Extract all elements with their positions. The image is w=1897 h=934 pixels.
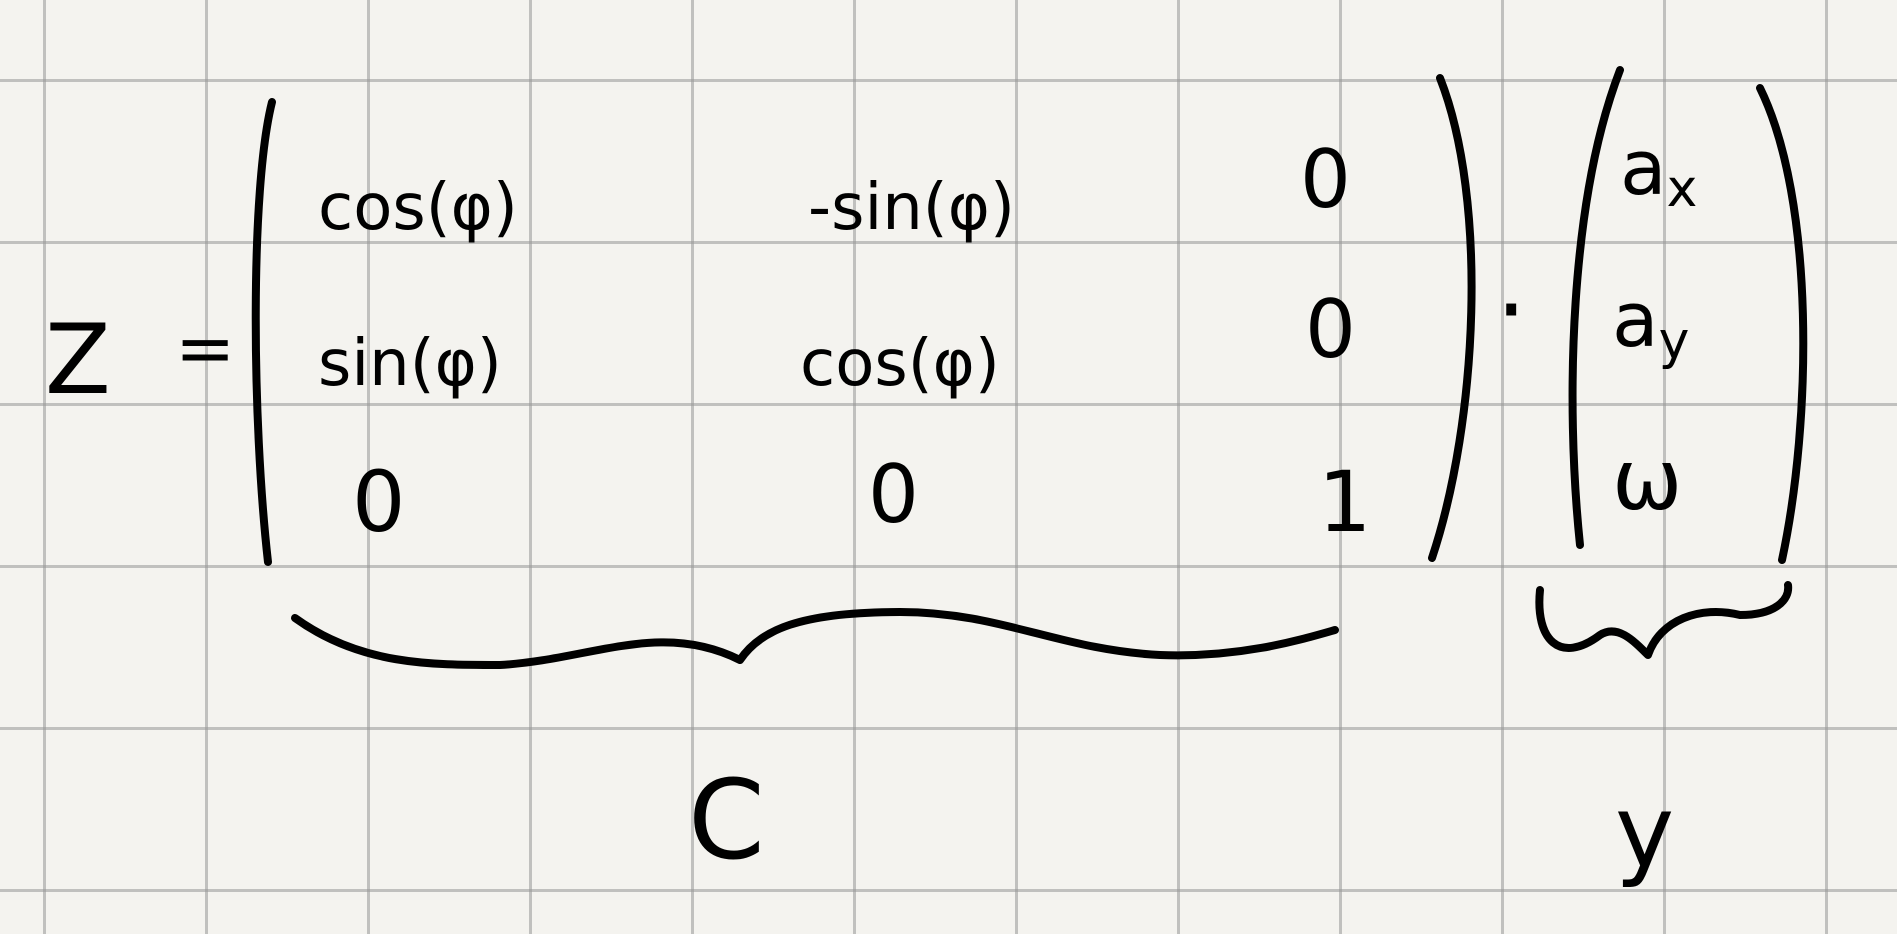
vector-entry-1: ax <box>1620 130 1697 216</box>
vector-left-bracket <box>1568 66 1624 549</box>
matrix-cell-r2c2: cos(φ) <box>800 327 1000 401</box>
matrix-right-bracket <box>1428 74 1476 562</box>
matrix-cell-r2c1: sin(φ) <box>318 327 502 401</box>
vector-entry-2-sub: y <box>1658 311 1690 371</box>
multiplication-dot: · <box>1496 254 1527 366</box>
vector-entry-2-base: a <box>1612 275 1659 364</box>
brace-under-c <box>291 608 1339 669</box>
vector-entry-1-base: a <box>1620 123 1667 212</box>
brace-under-y <box>1535 581 1793 659</box>
matrix-cell-r3c1: 0 <box>352 453 406 551</box>
matrix-cell-r3c3: 1 <box>1318 453 1372 551</box>
brace-label-y: y <box>1615 773 1675 890</box>
vector-entry-1-sub: x <box>1666 159 1698 219</box>
matrix-left-bracket <box>251 98 276 566</box>
matrix-cell-r3c2: 0 <box>868 448 919 541</box>
brace-label-c: C <box>688 756 765 884</box>
lhs-variable: Z <box>45 304 111 416</box>
matrix-cell-r1c3: 0 <box>1300 133 1351 226</box>
equals-sign: = <box>175 306 236 390</box>
matrix-cell-r1c1: cos(φ) <box>318 171 518 245</box>
vector-entry-3-base: ω <box>1612 431 1683 529</box>
matrix-cell-r1c2: -sin(φ) <box>808 171 1015 245</box>
vector-entry-2: ay <box>1612 282 1689 368</box>
matrix-cell-r2c3: 0 <box>1305 283 1356 376</box>
vector-right-bracket <box>1756 84 1808 564</box>
vector-entry-3: ω <box>1612 438 1682 530</box>
